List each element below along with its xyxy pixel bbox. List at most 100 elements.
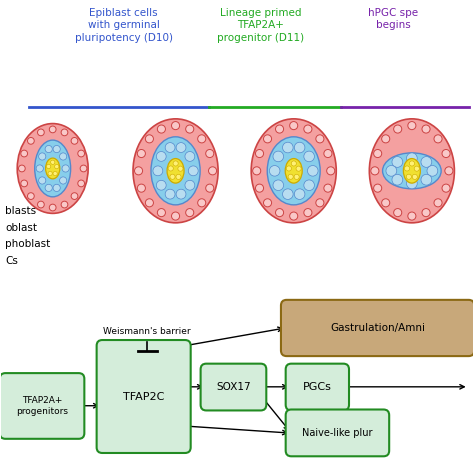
Circle shape	[406, 174, 411, 179]
Circle shape	[324, 184, 332, 192]
Circle shape	[290, 121, 298, 130]
Circle shape	[296, 166, 301, 171]
Circle shape	[371, 167, 379, 175]
Circle shape	[173, 161, 178, 166]
Ellipse shape	[251, 119, 336, 223]
Circle shape	[37, 129, 44, 136]
Circle shape	[283, 189, 293, 200]
Ellipse shape	[151, 137, 200, 205]
Circle shape	[53, 184, 60, 191]
Circle shape	[156, 152, 166, 161]
Circle shape	[186, 125, 194, 133]
Circle shape	[21, 180, 27, 187]
Text: TFAP2C: TFAP2C	[123, 392, 164, 401]
Circle shape	[157, 209, 165, 217]
FancyBboxPatch shape	[286, 410, 389, 456]
Text: Lineage primed
TFAP2A+
progenitor (D11): Lineage primed TFAP2A+ progenitor (D11)	[217, 8, 304, 43]
Circle shape	[288, 174, 293, 179]
FancyBboxPatch shape	[281, 300, 474, 356]
FancyBboxPatch shape	[0, 373, 84, 439]
Circle shape	[304, 209, 312, 217]
Circle shape	[394, 209, 402, 217]
Circle shape	[442, 149, 450, 157]
Circle shape	[382, 135, 390, 143]
Circle shape	[294, 142, 305, 153]
Ellipse shape	[267, 137, 320, 205]
Circle shape	[46, 164, 51, 169]
Circle shape	[188, 166, 198, 176]
Circle shape	[434, 135, 442, 143]
FancyBboxPatch shape	[201, 364, 266, 410]
Circle shape	[53, 172, 57, 176]
Circle shape	[392, 174, 403, 185]
Circle shape	[407, 178, 417, 189]
Text: PGCs: PGCs	[303, 382, 332, 392]
Circle shape	[49, 126, 56, 133]
Ellipse shape	[167, 158, 184, 183]
Ellipse shape	[35, 140, 71, 197]
Circle shape	[304, 151, 314, 162]
Circle shape	[209, 167, 217, 175]
Text: TFAP2A+
progenitors: TFAP2A+ progenitors	[16, 396, 68, 416]
Circle shape	[275, 209, 283, 217]
Circle shape	[294, 189, 305, 200]
Circle shape	[48, 171, 52, 175]
Circle shape	[286, 166, 292, 171]
Circle shape	[269, 165, 280, 176]
Circle shape	[414, 166, 419, 171]
Ellipse shape	[403, 158, 420, 183]
Circle shape	[275, 125, 283, 133]
Circle shape	[185, 152, 195, 161]
Circle shape	[421, 156, 432, 167]
Circle shape	[170, 174, 175, 179]
Circle shape	[185, 180, 195, 190]
Circle shape	[168, 166, 173, 171]
Circle shape	[165, 189, 175, 199]
Circle shape	[434, 199, 442, 207]
Circle shape	[71, 137, 78, 144]
Circle shape	[60, 153, 67, 160]
Circle shape	[374, 184, 382, 192]
Circle shape	[394, 125, 402, 133]
Ellipse shape	[17, 124, 88, 213]
Circle shape	[273, 151, 283, 162]
Circle shape	[146, 135, 154, 143]
Circle shape	[27, 193, 34, 200]
Circle shape	[157, 125, 165, 133]
Circle shape	[442, 184, 450, 192]
Circle shape	[172, 212, 180, 220]
Circle shape	[206, 184, 214, 192]
Circle shape	[316, 135, 324, 143]
Text: SOX17: SOX17	[216, 382, 251, 392]
Circle shape	[45, 184, 52, 191]
Circle shape	[21, 150, 27, 157]
Circle shape	[78, 180, 84, 187]
Circle shape	[283, 142, 293, 153]
Circle shape	[374, 149, 382, 157]
Circle shape	[137, 184, 146, 192]
Text: phoblast: phoblast	[5, 239, 51, 249]
Ellipse shape	[383, 153, 441, 189]
Circle shape	[27, 137, 34, 144]
Circle shape	[176, 174, 181, 180]
Circle shape	[153, 166, 163, 176]
Circle shape	[408, 121, 416, 130]
Text: oblast: oblast	[5, 223, 37, 233]
Circle shape	[198, 135, 206, 143]
Circle shape	[408, 212, 416, 220]
Ellipse shape	[285, 158, 302, 183]
Circle shape	[45, 146, 52, 153]
Circle shape	[316, 199, 324, 207]
Circle shape	[172, 121, 180, 130]
Circle shape	[61, 201, 68, 208]
Circle shape	[62, 165, 69, 172]
Circle shape	[255, 149, 264, 157]
Circle shape	[146, 199, 154, 207]
FancyBboxPatch shape	[97, 340, 191, 453]
Circle shape	[176, 143, 186, 153]
Circle shape	[78, 150, 84, 157]
Ellipse shape	[133, 119, 218, 223]
Circle shape	[382, 199, 390, 207]
Circle shape	[55, 164, 59, 169]
Circle shape	[53, 146, 60, 153]
